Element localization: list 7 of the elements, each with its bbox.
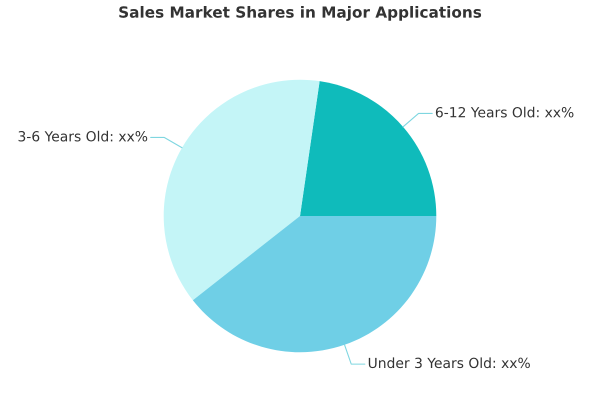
pie-slice [300, 81, 436, 216]
pie-slice [164, 80, 320, 300]
slice-label: 6-12 Years Old: xx% [436, 106, 574, 118]
slice-label: 3-6 Years Old: xx% [18, 130, 148, 142]
chart-title: Sales Market Shares in Major Applications [119, 6, 482, 21]
slice-label: Under 3 Years Old: xx% [368, 357, 530, 368]
pie-slice [192, 216, 436, 352]
